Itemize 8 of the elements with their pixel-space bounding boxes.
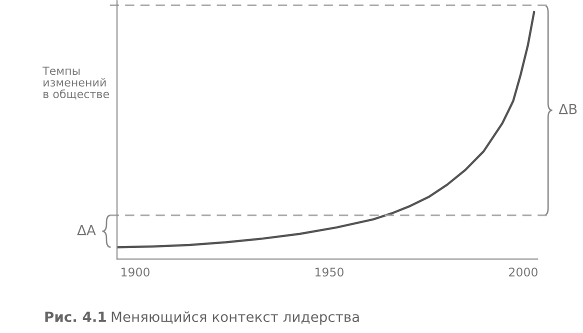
y-axis-title: Темпы изменений в обществе <box>42 66 109 100</box>
x-tick-label: 1950 <box>316 268 344 277</box>
text: ΔA <box>77 224 96 236</box>
text: Меняющийся контекст лидерства <box>112 311 359 325</box>
text: ΔB <box>558 104 577 114</box>
text: Рис. 4.1 <box>45 312 106 322</box>
x-tick-label: 1900 <box>122 268 150 277</box>
x-tick-label: 2000 <box>509 268 538 277</box>
